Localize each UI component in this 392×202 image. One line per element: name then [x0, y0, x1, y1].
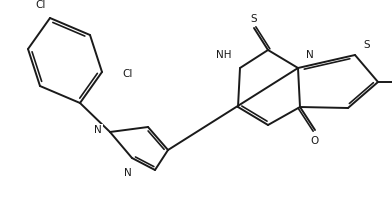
Text: N: N — [94, 125, 102, 135]
Text: N: N — [124, 168, 132, 178]
Text: S: S — [363, 40, 370, 50]
Text: O: O — [311, 136, 319, 146]
Text: Cl: Cl — [122, 69, 132, 79]
Text: NH: NH — [216, 50, 232, 60]
Text: Cl: Cl — [36, 0, 46, 10]
Text: S: S — [251, 14, 257, 24]
Text: N: N — [306, 50, 314, 60]
